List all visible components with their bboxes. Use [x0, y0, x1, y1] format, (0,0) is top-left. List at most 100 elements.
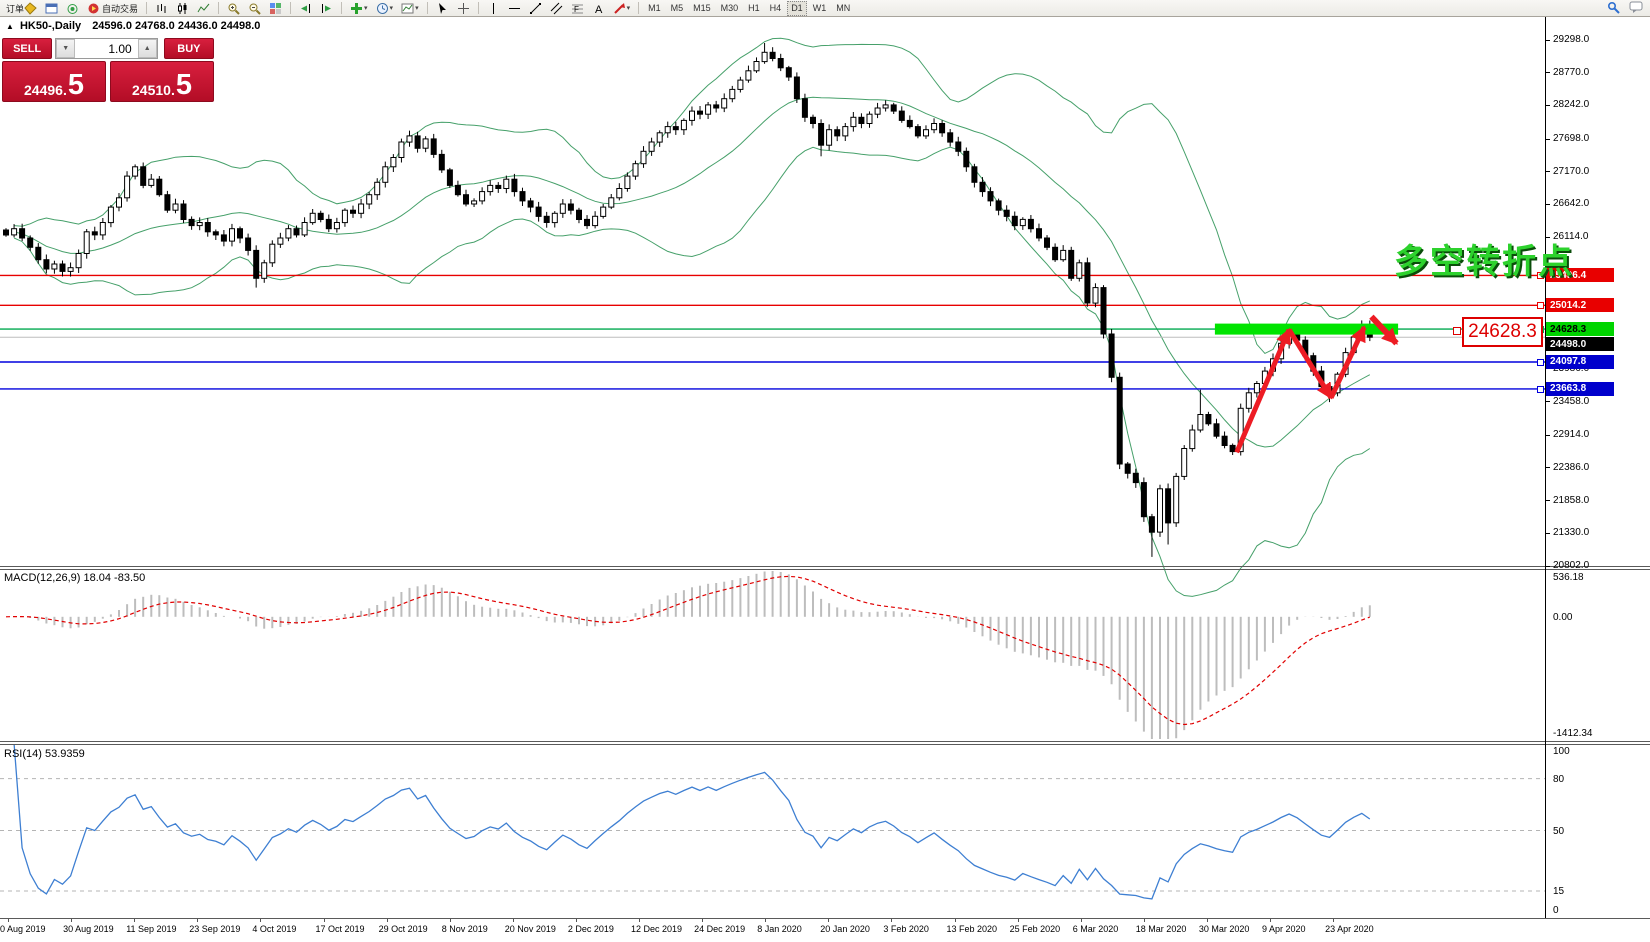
template-icon — [401, 3, 414, 13]
price-axis-tick-mark — [1546, 565, 1550, 567]
market-watch-button[interactable] — [42, 0, 61, 16]
chart-symbol-period: HK50-,Daily — [19, 20, 82, 32]
date-axis-tick — [891, 919, 893, 922]
period-button-mn[interactable]: MN — [836, 2, 851, 13]
price-level-tag: 24097.8 — [1546, 354, 1614, 369]
auto-scroll-button[interactable] — [296, 0, 315, 16]
price-axis-tick-label: 22914.0 — [1553, 429, 1590, 441]
volume-input[interactable]: 1.00 — [108, 41, 132, 56]
price-callout-anchor[interactable] — [1453, 327, 1461, 335]
period-button-m5[interactable]: M5 — [670, 2, 684, 13]
date-axis-label: 12 Dec 2019 — [631, 924, 683, 934]
trendline-button[interactable] — [526, 0, 545, 16]
hline-anchor-marker[interactable] — [1537, 385, 1544, 393]
price-level-tag: 25014.2 — [1546, 298, 1614, 313]
date-axis-tick — [71, 919, 73, 922]
hline-anchor-marker[interactable] — [1537, 272, 1544, 280]
current-price-tag: 24498.0 — [1546, 337, 1614, 352]
clock-icon — [376, 2, 388, 14]
tile-windows-icon — [270, 2, 282, 14]
volume-decrease-button[interactable]: ▼ — [56, 39, 76, 58]
date-axis-tick — [260, 919, 262, 922]
date-axis-tick — [386, 919, 388, 922]
candles-layer — [3, 43, 1373, 557]
price-axis-tick-mark — [1546, 434, 1550, 436]
date-axis-label: 11 Sep 2019 — [126, 924, 177, 934]
period-button-d1[interactable]: D1 — [787, 0, 807, 16]
date-axis-tick — [1206, 919, 1208, 922]
date-axis-label: 3 Feb 2020 — [883, 924, 929, 934]
tile-windows-button[interactable] — [266, 0, 285, 16]
zoom-out-icon — [249, 3, 261, 15]
price-axis-tick-mark — [1546, 171, 1550, 173]
bar-chart-icon — [157, 3, 166, 13]
horizontal-line-button[interactable] — [505, 0, 524, 16]
sell-button[interactable]: SELL — [2, 38, 53, 59]
rsi-axis-label: 15 — [1553, 886, 1565, 898]
sell-price-button[interactable]: 24496. 5 — [2, 61, 106, 102]
period-button-m1[interactable]: M1 — [648, 2, 661, 13]
period-button-h1[interactable]: H1 — [748, 2, 760, 13]
period-button-h4[interactable]: H4 — [769, 2, 782, 13]
new-order-button[interactable]: 订单 — [1, 0, 40, 16]
chat-icon[interactable] — [1629, 1, 1644, 14]
chart-ohlc-values: 24596.0 24768.0 24436.0 24498.0 — [92, 20, 261, 32]
date-axis-tick — [1017, 919, 1019, 922]
panel-frame-layer — [0, 17, 1650, 919]
buy-price-button[interactable]: 24510. 5 — [110, 61, 214, 102]
hline-anchor-marker[interactable] — [1537, 358, 1544, 366]
macd-layer — [5, 571, 1371, 739]
zoom-out-button[interactable] — [245, 0, 264, 16]
zoom-in-button[interactable] — [224, 0, 243, 16]
date-axis-label: 24 Dec 2019 — [694, 924, 746, 934]
arrows-tool-button[interactable]: ▾ — [610, 0, 634, 16]
one-click-trading-panel: SELL ▼ 1.00 ▲ BUY 24496. 5 24510. 5 — [2, 38, 214, 102]
date-axis-label: 8 Nov 2019 — [441, 924, 488, 934]
price-axis-tick-label: 28242.0 — [1553, 99, 1590, 111]
signal-button[interactable] — [63, 0, 82, 16]
price-axis-tick-mark — [1546, 39, 1550, 41]
channel-icon — [550, 2, 562, 14]
date-axis-label: 23 Sep 2019 — [189, 924, 241, 934]
macd-axis-label: -1412.34 — [1553, 728, 1593, 739]
text-tool-button[interactable]: A — [589, 0, 608, 16]
indicators-button[interactable]: ▾ — [347, 0, 371, 16]
date-axis-tick — [134, 919, 136, 922]
macd-axis-label: 536.18 — [1553, 572, 1584, 583]
turning-point-annotation: 多空转折点 — [1394, 243, 1574, 281]
period-button-m15[interactable]: M15 — [693, 2, 711, 13]
drawing-annotations-layer[interactable] — [1214, 314, 1399, 454]
date-axis-tick — [702, 919, 704, 922]
period-button-m30[interactable]: M30 — [720, 2, 739, 13]
new-order-icon — [24, 1, 37, 15]
candlestick-chart-button[interactable] — [173, 0, 192, 16]
price-callout-box[interactable]: 24628.3 — [1462, 317, 1543, 347]
date-axis-label: 23 Apr 2020 — [1325, 924, 1374, 934]
price-axis-tick-mark — [1546, 72, 1550, 74]
period-button-w1[interactable]: W1 — [812, 2, 827, 13]
fibonacci-button[interactable]: F — [568, 0, 587, 16]
date-axis-label: 8 Jan 2020 — [757, 924, 802, 934]
templates-button[interactable]: ▾ — [398, 0, 422, 16]
search-wrench-icon[interactable] — [1607, 1, 1621, 14]
crosshair-button[interactable] — [454, 0, 473, 16]
macd-indicator-label: MACD(12,26,9) 18.04 -83.50 — [4, 572, 146, 584]
collapse-triangle-icon[interactable]: ▲ — [6, 22, 14, 31]
date-axis-tick — [1333, 919, 1335, 922]
hline-anchor-marker[interactable] — [1537, 302, 1544, 310]
date-axis-tick — [1270, 919, 1271, 922]
buy-button[interactable]: BUY — [163, 38, 214, 59]
autotrade-button[interactable]: 自动交易 — [84, 0, 141, 16]
line-chart-button[interactable] — [194, 0, 213, 16]
bar-chart-button[interactable] — [152, 0, 171, 16]
chart-shift-button[interactable] — [317, 0, 336, 16]
volume-control: ▼ 1.00 ▲ — [55, 38, 158, 59]
date-axis-label: 30 Aug 2019 — [63, 924, 114, 934]
cursor-button[interactable] — [433, 0, 452, 16]
volume-increase-button[interactable]: ▲ — [137, 39, 157, 58]
vertical-line-button[interactable] — [484, 0, 503, 16]
channel-button[interactable] — [547, 0, 566, 16]
timeframes-button[interactable]: ▾ — [373, 0, 397, 16]
rsi-axis-label: 100 — [1553, 746, 1570, 757]
